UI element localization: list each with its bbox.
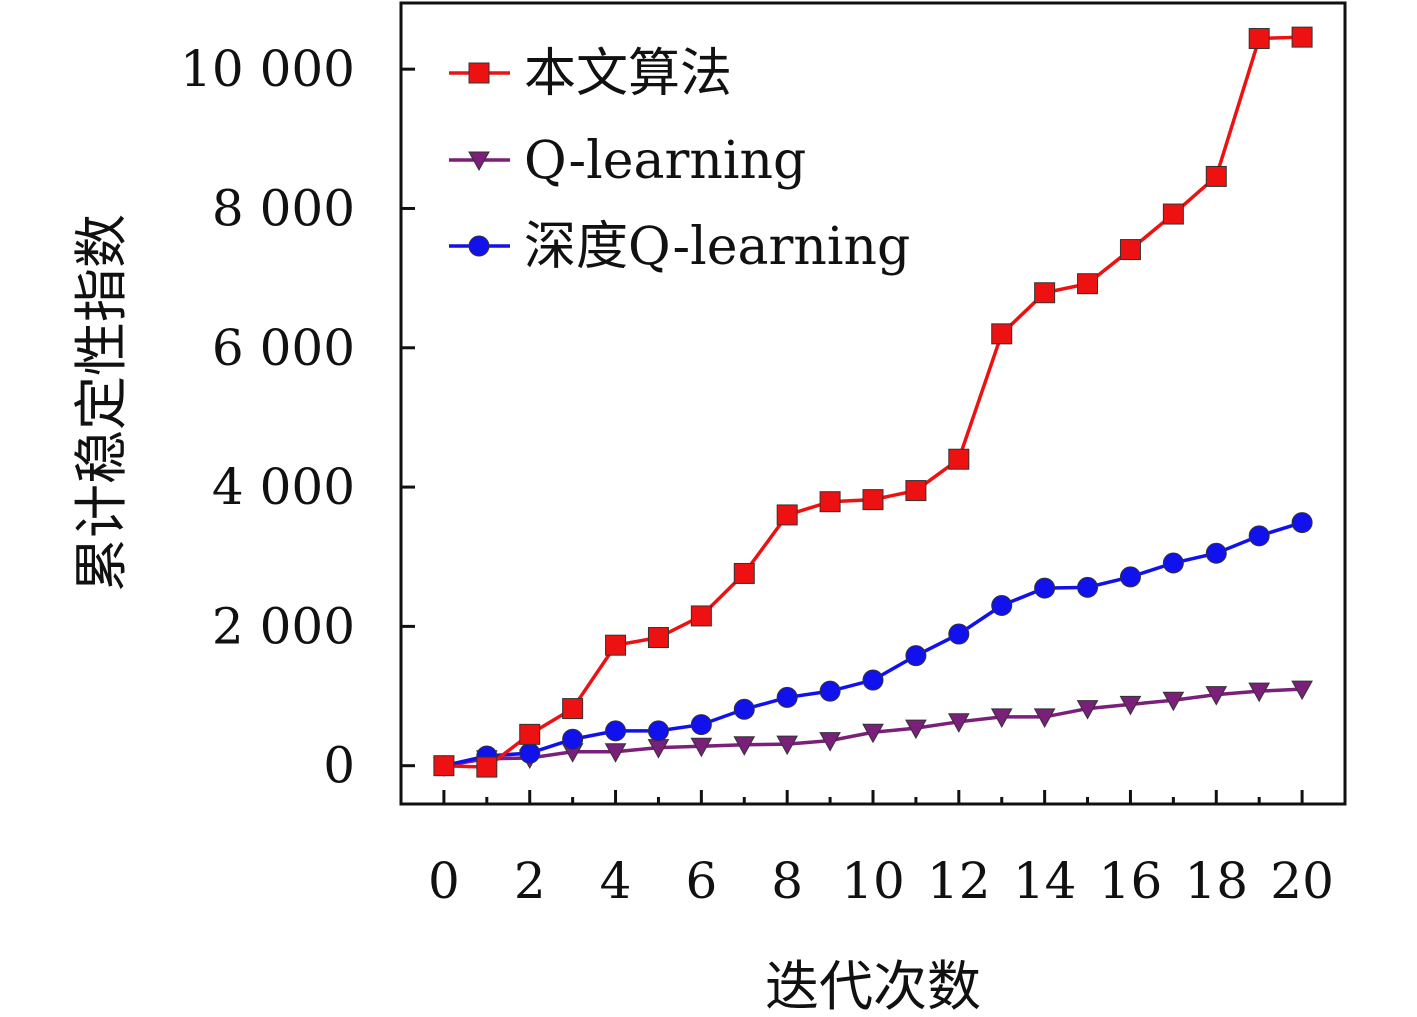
series-layer	[433, 26, 1313, 778]
data-point	[647, 627, 669, 649]
x-tick-label: 14	[1013, 852, 1077, 910]
data-point	[476, 756, 498, 778]
y-tick-label: 10 000	[180, 40, 355, 98]
series-1	[433, 680, 1313, 777]
data-point	[1205, 542, 1227, 564]
x-tick-label: 16	[1099, 852, 1163, 910]
data-point	[1034, 282, 1056, 304]
y-tick-label: 6 000	[212, 319, 355, 377]
legend-label: Q-learning	[524, 131, 806, 191]
legend-marker	[468, 151, 490, 172]
data-point	[948, 448, 970, 470]
x-tick-label: 10	[841, 852, 905, 910]
data-point	[990, 708, 1013, 728]
data-point	[605, 720, 627, 742]
data-point	[733, 698, 755, 720]
data-point	[905, 480, 927, 502]
data-point	[1119, 239, 1141, 261]
data-point	[1162, 552, 1184, 574]
y-tick-label: 2 000	[212, 597, 355, 655]
data-point	[519, 723, 541, 745]
data-point	[948, 623, 970, 645]
y-axis-title: 累计稳定性指数	[70, 214, 133, 592]
data-point	[733, 736, 756, 756]
data-point	[905, 645, 927, 667]
y-tick-label: 4 000	[212, 458, 355, 516]
data-point	[1291, 26, 1313, 48]
data-point	[1077, 576, 1099, 598]
data-point	[1291, 680, 1313, 701]
data-point	[1248, 28, 1270, 50]
data-point	[819, 680, 841, 702]
data-point	[1248, 525, 1270, 547]
x-tick-label: 8	[771, 852, 803, 910]
data-point	[647, 720, 669, 742]
data-point	[690, 714, 712, 736]
data-point	[604, 743, 627, 763]
data-point	[1076, 700, 1099, 720]
legend-marker	[468, 235, 490, 257]
data-point	[1034, 577, 1056, 599]
x-tick-label: 18	[1184, 852, 1248, 910]
data-point	[733, 562, 755, 584]
x-tick-label: 4	[600, 852, 632, 910]
x-tick-label: 6	[685, 852, 717, 910]
legend-marker	[468, 62, 490, 84]
data-point	[776, 686, 798, 708]
y-tick-label: 8 000	[212, 179, 355, 237]
legend-label: 深度Q-learning	[524, 217, 910, 277]
data-point	[519, 742, 541, 764]
data-point	[1033, 708, 1056, 728]
data-point	[690, 605, 712, 627]
data-point	[862, 669, 884, 691]
y-axis: 0 2 000 4 000 6 000 8 000 10 000	[180, 40, 415, 795]
x-tick-label: 2	[514, 852, 546, 910]
data-point	[1205, 165, 1227, 187]
data-point	[819, 732, 841, 752]
data-point	[947, 713, 970, 733]
x-axis-title: 迭代次数	[765, 955, 981, 1017]
x-tick-label: 20	[1270, 852, 1334, 910]
data-point	[1119, 695, 1142, 716]
data-point	[1162, 203, 1184, 225]
legend-label: 本文算法	[524, 44, 732, 104]
x-tick-label: 0	[428, 852, 460, 910]
data-point	[776, 504, 798, 526]
data-point	[991, 323, 1013, 345]
data-point	[862, 723, 884, 744]
data-point	[819, 491, 841, 513]
data-point	[1162, 691, 1185, 712]
x-axis: 0 2 4 6 8 10 12 14 16 18 20	[428, 790, 1334, 910]
data-point	[905, 719, 927, 740]
data-point	[991, 594, 1013, 616]
data-point	[862, 489, 884, 511]
data-point	[433, 755, 455, 777]
data-point	[1119, 566, 1141, 588]
data-point	[1248, 682, 1271, 703]
data-point	[562, 698, 584, 720]
data-point	[690, 737, 713, 758]
data-point	[776, 735, 799, 756]
data-point	[1205, 686, 1228, 706]
y-tick-label: 0	[323, 737, 355, 795]
series-2	[433, 512, 1313, 777]
data-point	[605, 634, 627, 656]
data-point	[562, 728, 584, 750]
series-0	[433, 26, 1313, 778]
data-point	[1077, 273, 1099, 295]
data-point	[1291, 512, 1313, 534]
legend: 本文算法 Q-learning 深度Q-learning	[449, 44, 910, 277]
x-tick-label: 12	[927, 852, 991, 910]
